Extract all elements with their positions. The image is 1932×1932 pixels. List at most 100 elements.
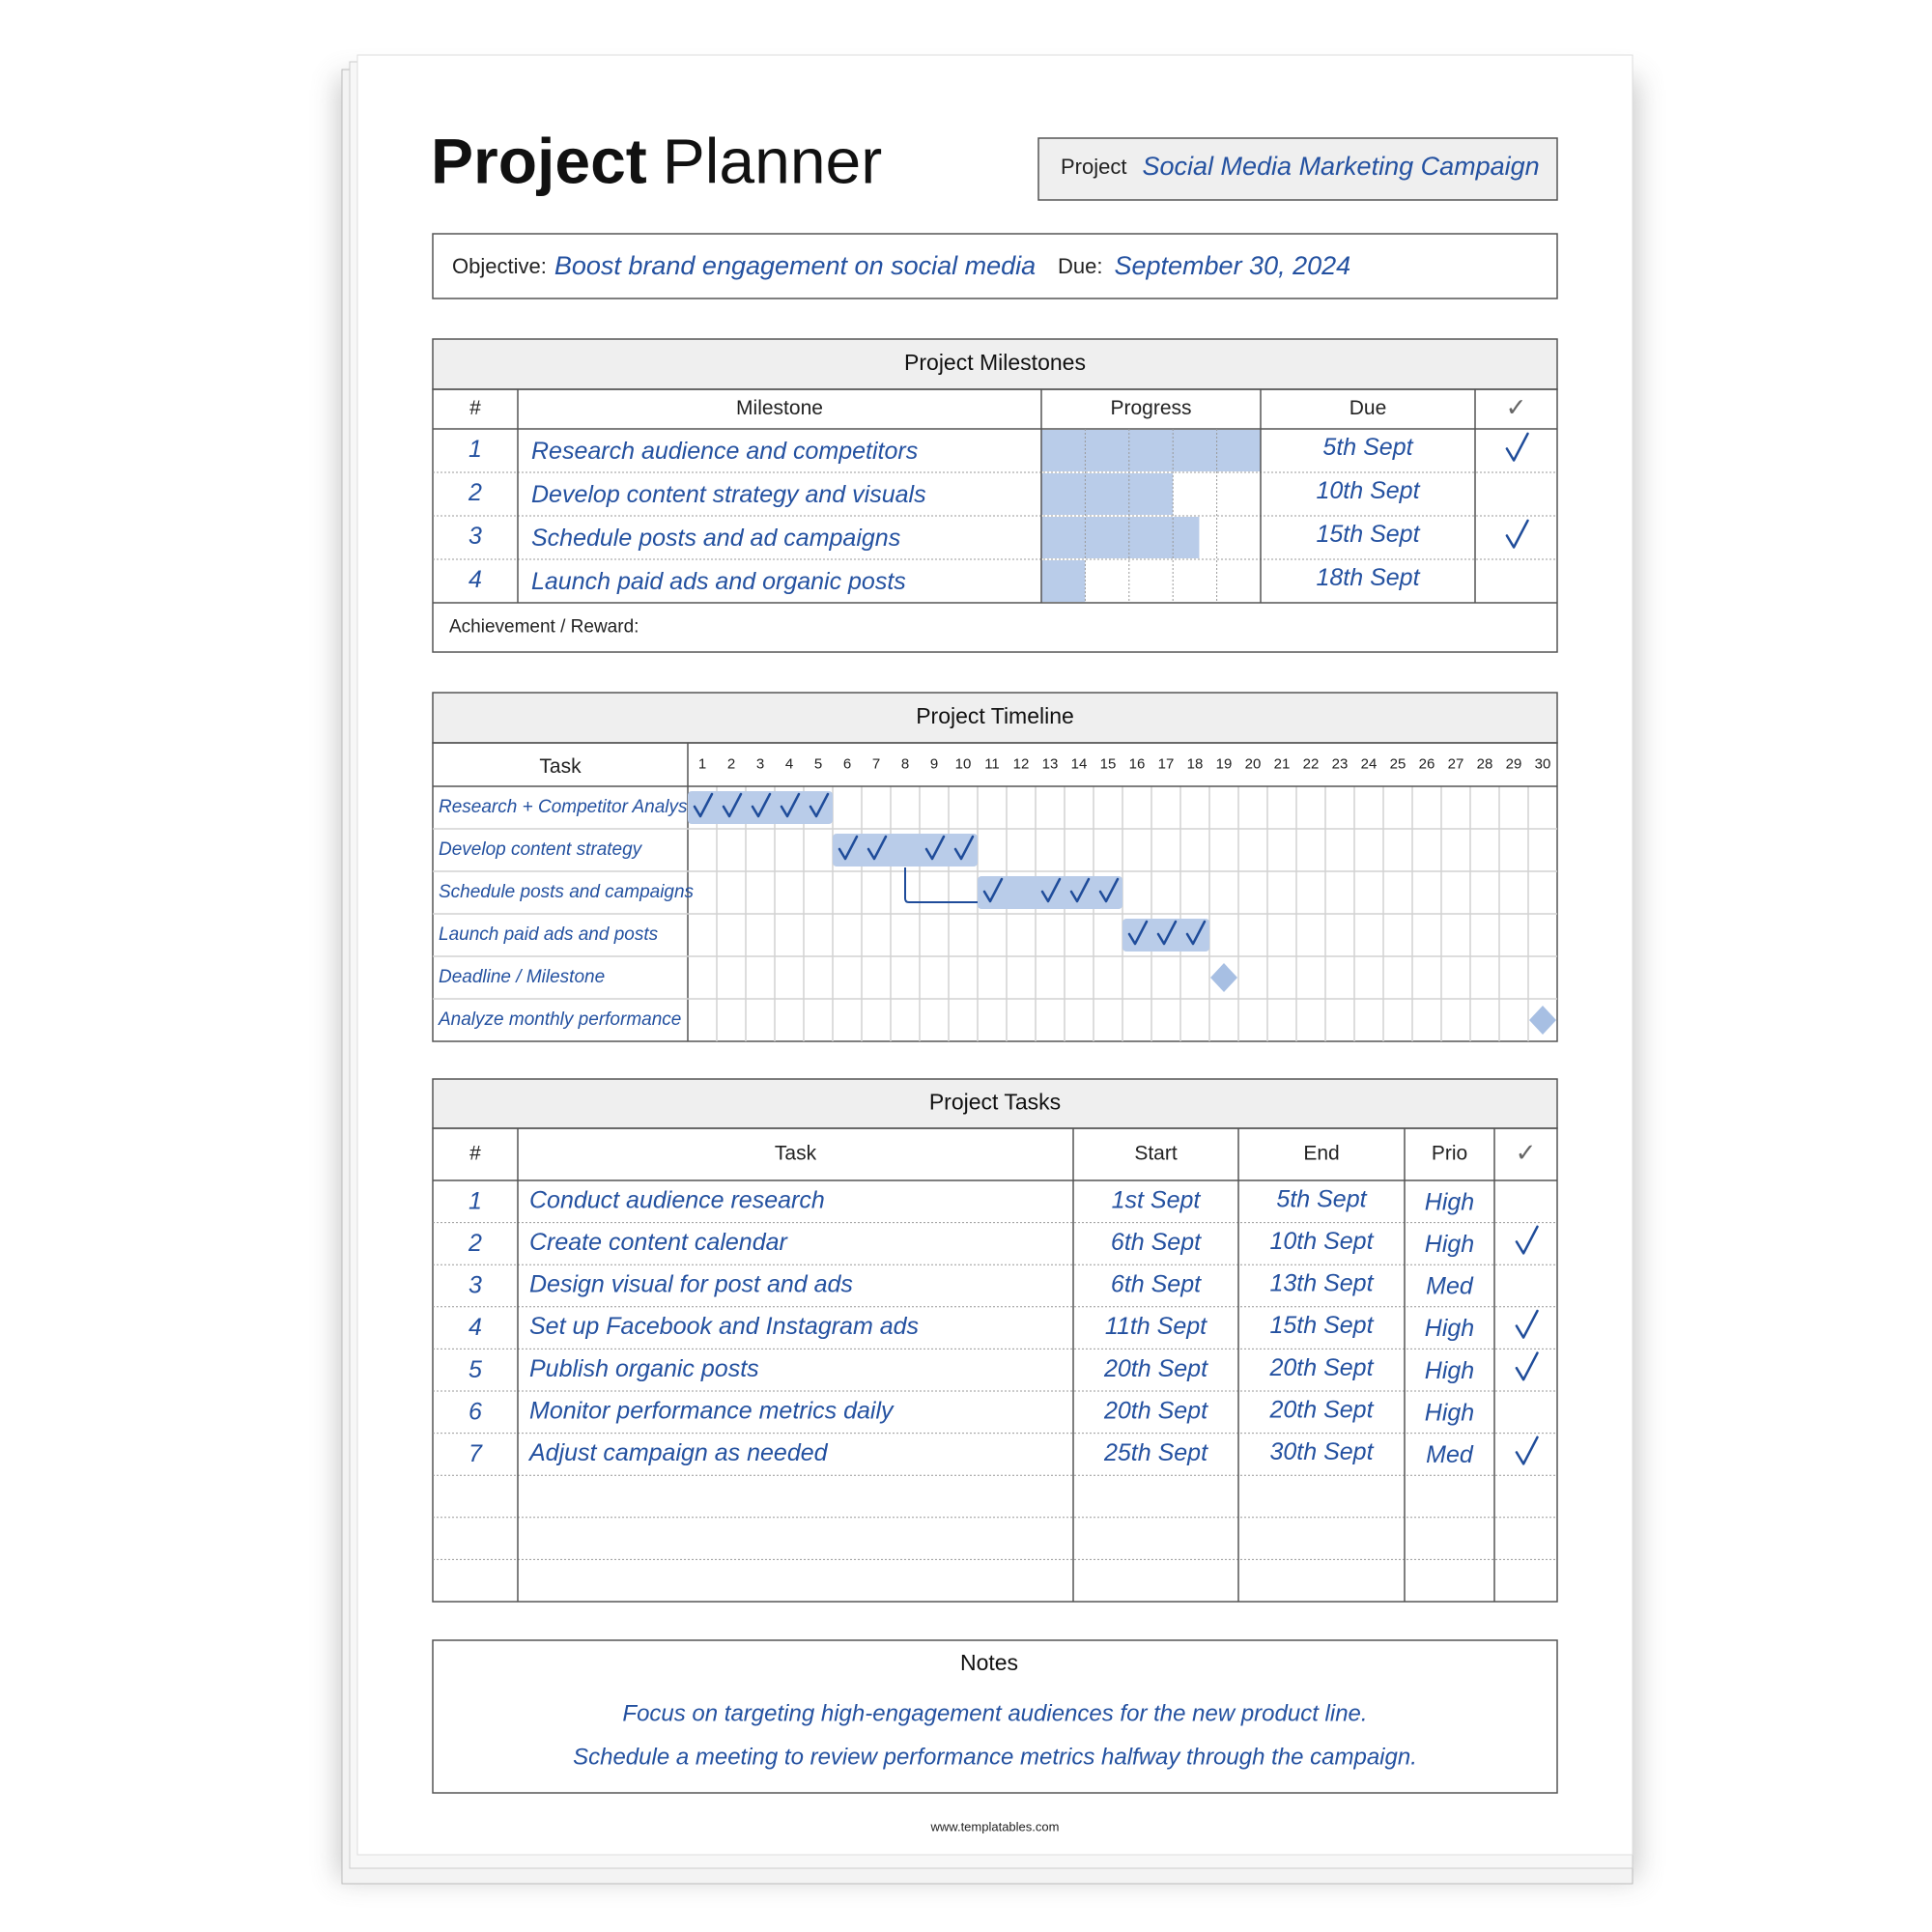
row-number: 2 [468, 1230, 482, 1257]
task-end: 30th Sept [1269, 1438, 1374, 1465]
check-mark [982, 877, 1004, 903]
day-label: 2 [727, 755, 735, 772]
milestone-name: Schedule posts and ad campaigns [531, 525, 900, 552]
check-mark [1505, 432, 1529, 462]
task-end: 10th Sept [1269, 1228, 1374, 1255]
section-title-band [432, 338, 1558, 390]
task-end: 20th Sept [1268, 1396, 1374, 1423]
milestone-diamond [1210, 963, 1237, 992]
due-date: September 30, 2024 [1114, 251, 1350, 280]
column-header: Milestone [736, 397, 823, 419]
check-mark [1127, 920, 1149, 946]
day-label: 10 [955, 755, 972, 772]
day-label: 9 [930, 755, 938, 772]
check-mark [867, 835, 888, 861]
timeline-table [432, 742, 1558, 1042]
day-label: 22 [1303, 755, 1320, 772]
project-box [1037, 137, 1558, 201]
timeline-task: Analyze monthly performance [438, 1009, 681, 1030]
day-label: 3 [756, 755, 764, 772]
check-mark [838, 835, 859, 861]
check-mark [780, 792, 801, 818]
day-label: 21 [1274, 755, 1291, 772]
column-header: Task [775, 1143, 817, 1165]
section-title: Project Milestones [904, 350, 1086, 375]
check-mark [693, 792, 714, 818]
timeline-task: Deadline / Milestone [439, 967, 605, 987]
milestone-diamond [1529, 1006, 1556, 1035]
progress-bar [1041, 430, 1261, 471]
task-name: Set up Facebook and Instagram ads [529, 1313, 919, 1340]
row-number: 3 [469, 1272, 482, 1299]
day-label: 17 [1158, 755, 1175, 772]
footer-url: www.templatables.com [930, 1819, 1060, 1833]
milestone-name: Launch paid ads and organic posts [531, 568, 906, 595]
task-start: 6th Sept [1111, 1271, 1202, 1298]
row-number: 2 [468, 479, 482, 506]
task-end: 13th Sept [1269, 1270, 1374, 1297]
title-light: Planner [663, 125, 883, 196]
task-start: 20th Sept [1103, 1355, 1208, 1382]
task-priority: High [1425, 1399, 1474, 1426]
day-label: 26 [1419, 755, 1435, 772]
notes-box [432, 1639, 1558, 1794]
task-priority: High [1425, 1231, 1474, 1258]
row-number: 1 [469, 1187, 482, 1214]
task-priority: High [1425, 1315, 1474, 1342]
check-mark [1185, 920, 1207, 946]
day-label: 14 [1071, 755, 1088, 772]
milestone-name: Develop content strategy and visuals [531, 481, 926, 508]
check-mark [1505, 519, 1529, 549]
column-header: Due [1350, 397, 1387, 419]
task-priority: Med [1426, 1441, 1474, 1468]
milestone-name: Research audience and competitors [531, 438, 918, 465]
section-title-band [432, 692, 1558, 744]
note-line: Focus on targeting high-engagement audie… [622, 1700, 1367, 1726]
check-mark [751, 792, 772, 818]
task-start: 11th Sept [1105, 1313, 1208, 1340]
column-header: End [1303, 1143, 1339, 1165]
check-mark [953, 835, 975, 861]
milestone-due: 18th Sept [1316, 564, 1420, 591]
task-name: Conduct audience research [529, 1186, 825, 1213]
timeline-task: Develop content strategy [439, 839, 643, 860]
day-label: 20 [1245, 755, 1262, 772]
notes-title: Notes [960, 1650, 1018, 1675]
day-label: 29 [1506, 755, 1522, 772]
milestones-table [432, 388, 1558, 653]
task-name: Monitor performance metrics daily [529, 1397, 895, 1424]
progress-bar [1041, 473, 1174, 515]
task-start: 25th Sept [1103, 1439, 1208, 1466]
day-label: 4 [785, 755, 793, 772]
day-label: 8 [901, 755, 909, 772]
title-bold: Project [431, 125, 647, 196]
row-number: 3 [469, 523, 482, 550]
check-mark [1515, 1435, 1539, 1465]
check-mark [1098, 877, 1120, 903]
day-label: 23 [1332, 755, 1349, 772]
task-end: 20th Sept [1268, 1354, 1374, 1381]
project-label: Project [1061, 155, 1126, 179]
check-mark [1069, 877, 1091, 903]
row-number: 4 [469, 1314, 482, 1341]
column-header: Progress [1110, 397, 1191, 419]
day-label: 24 [1361, 755, 1378, 772]
check-mark [1515, 1225, 1539, 1255]
progress-bar [1041, 517, 1200, 558]
row-number: 5 [469, 1356, 482, 1383]
task-priority: High [1425, 1188, 1474, 1215]
achievement-label: Achievement / Reward: [449, 617, 639, 638]
day-label: 16 [1129, 755, 1146, 772]
objective-box [432, 233, 1558, 299]
objective: Boost brand engagement on social media [554, 251, 1036, 280]
timeline-task: Launch paid ads and posts [439, 924, 659, 945]
task-start: 6th Sept [1111, 1229, 1202, 1256]
day-label: 13 [1042, 755, 1059, 772]
column-header: ✓ [1506, 392, 1527, 421]
check-mark [809, 792, 830, 818]
check-mark [1515, 1309, 1539, 1339]
day-label: 6 [843, 755, 851, 772]
timeline-task: Research + Competitor Analysis [439, 797, 701, 817]
row-number: 4 [469, 566, 482, 593]
